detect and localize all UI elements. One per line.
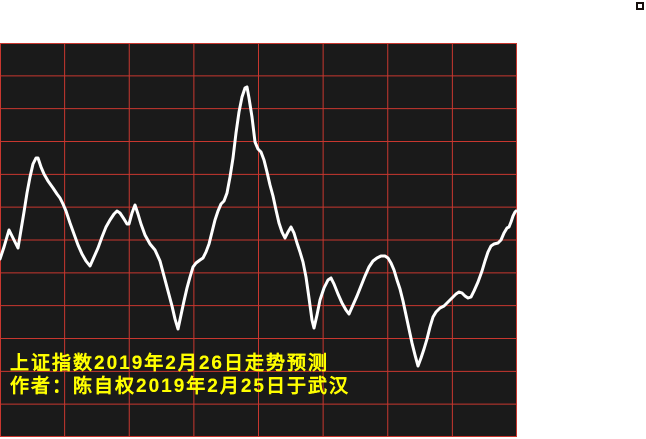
forecast-line [0,85,517,368]
chart-area: 上证指数2019年2月26日走势预测 作者：陈自权2019年2月25日于武汉 [0,43,517,437]
forecast-chart-svg [0,43,517,437]
chart-title: 上证指数2019年2月26日走势预测 [10,353,329,374]
corner-square-icon [636,2,644,10]
chart-author: 作者：陈自权2019年2月25日于武汉 [10,376,350,397]
chart-annotation: 上证指数2019年2月26日走势预测 作者：陈自权2019年2月25日于武汉 [10,352,350,398]
